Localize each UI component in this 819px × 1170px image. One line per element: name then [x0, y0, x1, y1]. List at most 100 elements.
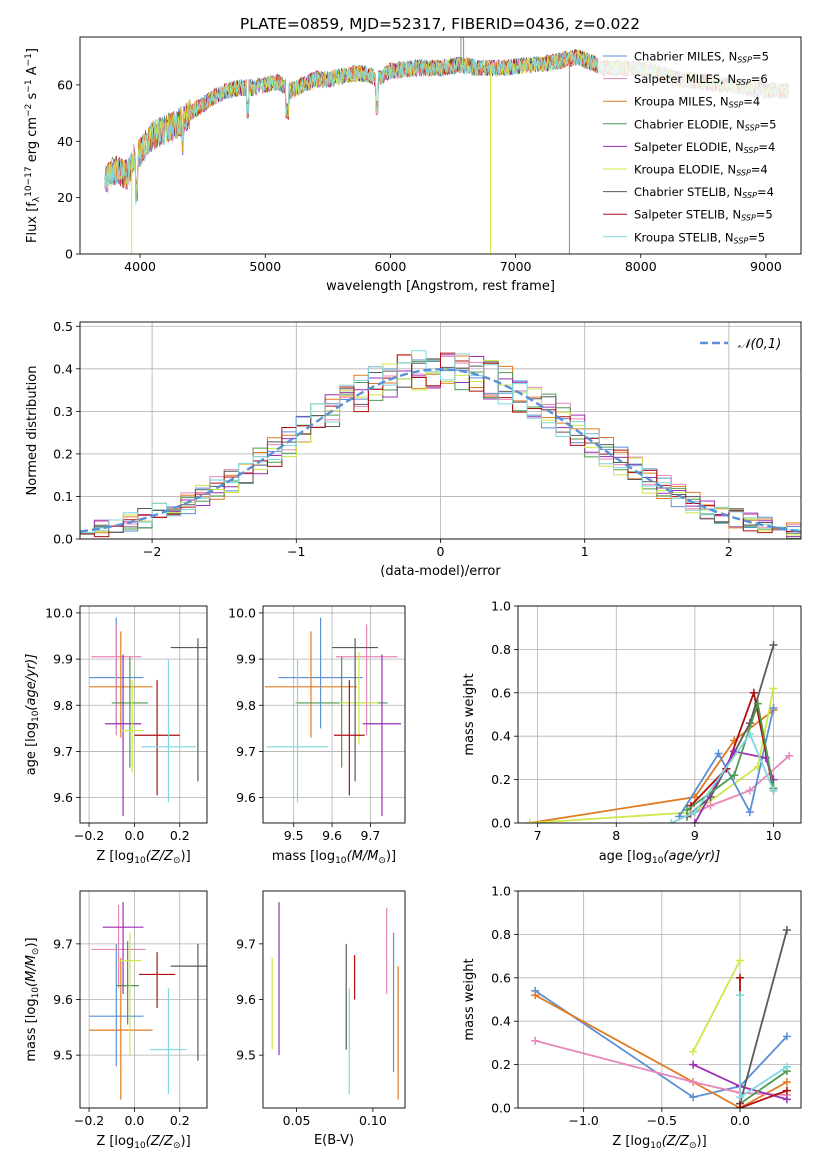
y-tick-label: 9.6 [236, 790, 256, 805]
x-tick-label: −1 [287, 544, 305, 559]
residuals-plot-area [80, 350, 801, 539]
weight-marker [689, 1047, 698, 1056]
errorbar-kroupa-stelib [141, 659, 196, 803]
spectrum-xlabel: wavelength [Angstrom, rest frame] [326, 279, 555, 294]
mass-vs-Z-plot-area [89, 902, 207, 1100]
age-vs-mass-frame [262, 605, 406, 824]
weight-marker [525, 819, 534, 823]
weight-series-kroupa-stelib [667, 730, 778, 823]
x-tick-label: −0.2 [74, 828, 104, 843]
legend-entry: Chabrier STELIB, NSSP=4 [634, 185, 774, 200]
weight-marker [531, 1036, 540, 1045]
legend-entry: Kroupa STELIB, NSSP=5 [634, 230, 765, 245]
x-tick-label: 6000 [375, 259, 407, 274]
weight-series-salpeter-elodie [690, 747, 778, 823]
weight-marker [785, 751, 794, 760]
spectrum-plot-area [104, 37, 789, 254]
x-tick-label: −1.0 [568, 1113, 598, 1128]
y-tick-label: 1.0 [491, 599, 511, 614]
mass-vs-EBV-frame [262, 890, 406, 1109]
errorbar-kroupa-stelib [266, 659, 329, 803]
y-tick-label: 9.5 [236, 1048, 256, 1063]
age-vs-Z-xlabel: Z [log10(Z/Z⊙)] [96, 849, 190, 866]
age-vs-mass-xlabel: mass [log10(M/M⊙)] [272, 849, 396, 866]
errorbar-chabrier-elodie [111, 656, 149, 768]
errorbar-salpeter-elodie [102, 902, 144, 994]
age-vs-mass-panel: 9.5 9.6 9.7 9.6 9.7 9.8 9.9 10.0 mass [log10(M/M… [228, 605, 406, 866]
x-tick-label: 0 [437, 544, 445, 559]
weight-marker [782, 1032, 791, 1041]
x-tick-label: 7 [534, 828, 542, 843]
mass-vs-Z-xlabel: Z [log10(Z/Z⊙)] [96, 1134, 190, 1151]
y-tick-label: 0.0 [491, 1101, 511, 1116]
weight-series-kroupa-miles [525, 706, 778, 823]
x-tick-label: 9 [691, 828, 699, 843]
y-tick-label: 20 [57, 190, 73, 205]
spectrum-legend [598, 44, 798, 250]
errorbar-kroupa-miles [89, 957, 153, 1100]
weight-marker [745, 730, 754, 739]
x-tick-label: 5000 [249, 259, 281, 274]
legend-entry: Salpeter MILES, NSSP=6 [634, 72, 768, 87]
weight-marker [736, 973, 745, 982]
y-tick-label: 0.2 [491, 1057, 511, 1072]
x-tick-label: 9.5 [284, 828, 304, 843]
x-tick-label: 0.10 [359, 1113, 387, 1128]
weight-marker [782, 1086, 791, 1095]
weight-marker [769, 703, 778, 712]
errorbar-salpeter-stelib [138, 952, 176, 1008]
y-tick-label: 0.0 [53, 532, 73, 547]
age-vs-mass-plot-area [264, 617, 402, 817]
errorbar-kroupa-elodie [118, 932, 142, 1056]
normal-legend-label: 𝒩(0,1) [738, 337, 781, 352]
weight-series-chabrier-miles [531, 986, 791, 1102]
errorbar-chabrier-stelib [170, 943, 207, 1061]
y-tick-label: 9.6 [53, 992, 73, 1007]
normal-reference-curve [80, 368, 801, 533]
errorbar-salpeter-elodie [104, 654, 142, 817]
weight-marker [683, 805, 692, 814]
spectrum-panel: Chabrier MILES, NSSP=5 Salpeter MILES, NS… [24, 36, 802, 294]
weight-marker [730, 771, 739, 780]
legend-entry: Chabrier MILES, NSSP=5 [634, 50, 769, 65]
weight-series-kroupa-stelib [736, 991, 791, 1102]
age-vs-Z-plot-area [89, 617, 207, 817]
y-tick-label: 0.8 [491, 927, 511, 942]
x-tick-label: 0.0 [124, 1113, 144, 1128]
mass-vs-Z-ylabel: mass [log10(M/M⊙)] [24, 937, 41, 1061]
legend-entry: Kroupa ELODIE, NSSP=4 [634, 163, 768, 178]
y-tick-label: 0.0 [491, 816, 511, 831]
y-tick-label: 0.4 [491, 729, 511, 744]
x-tick-label: 9.6 [322, 828, 342, 843]
weight-marker [706, 801, 715, 810]
weight-marker [689, 1093, 698, 1102]
y-tick-label: 9.7 [53, 744, 73, 759]
weight-marker [531, 991, 540, 1000]
errorbar-kroupa-miles [89, 631, 153, 738]
y-tick-label: 10.0 [228, 605, 256, 620]
weight-vs-Z-xlabel: Z [log10(Z/Z⊙)] [612, 1134, 706, 1151]
weight-vs-age-ylabel: mass weight [462, 673, 477, 755]
x-tick-label: −0.5 [647, 1113, 677, 1128]
y-tick-label: 9.5 [53, 1048, 73, 1063]
legend-entry: Salpeter ELODIE, NSSP=4 [634, 140, 775, 155]
y-tick-label: 40 [57, 134, 73, 149]
weight-marker [769, 684, 778, 693]
errorbar-salpeter-miles [335, 624, 398, 736]
weight-marker [690, 808, 699, 817]
residuals-panel: 𝒩(0,1) −2 −1 0 1 2 0.0 0.1 0.2 0.3 0.4 0.5 (data-mod… [25, 319, 802, 579]
y-tick-label: 9.7 [236, 744, 256, 759]
weight-series-chabrier-stelib [736, 926, 791, 1108]
weight-marker [782, 1095, 791, 1104]
errorbar-salpeter-stelib [334, 679, 365, 796]
errorbar-salpeter-elodie [362, 654, 402, 817]
errorbar-kroupa-stelib [150, 988, 187, 1095]
x-tick-label: 0.0 [124, 828, 144, 843]
errorbar-chabrier-miles [278, 617, 363, 729]
y-tick-label: 0.4 [53, 361, 73, 376]
x-tick-label: 4000 [124, 259, 156, 274]
y-tick-label: 1.0 [491, 884, 511, 899]
y-tick-label: 9.8 [236, 698, 256, 713]
y-tick-label: 9.7 [53, 936, 73, 951]
